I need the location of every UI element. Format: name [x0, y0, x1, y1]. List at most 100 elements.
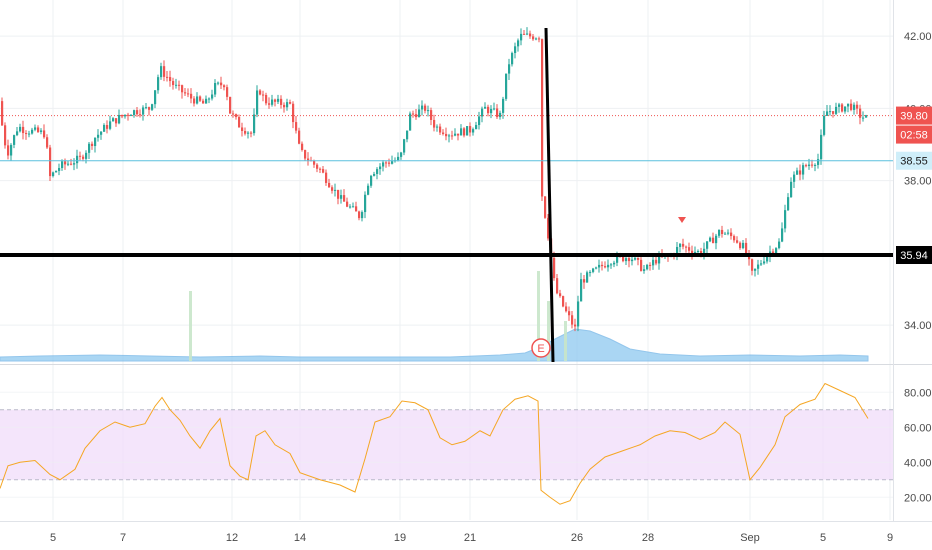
candle-body [685, 246, 688, 248]
volume-bar [189, 291, 192, 361]
candle-body [508, 64, 511, 74]
candle-body [190, 93, 193, 99]
candle-body [706, 241, 709, 249]
candle-body [811, 164, 814, 166]
cyan-level-tag: 38.55 [900, 156, 928, 168]
candle-body [865, 115, 868, 118]
candle-body [301, 143, 304, 151]
candle-body [541, 39, 544, 197]
candle-body [121, 114, 124, 117]
candle-body [112, 118, 115, 122]
candle-body [436, 126, 439, 128]
candle-body [325, 172, 328, 183]
candle-body [55, 170, 58, 173]
candle-body [535, 38, 538, 40]
candle-body [202, 100, 205, 104]
candle-body [676, 246, 679, 256]
candle-body [697, 251, 700, 253]
time-axis-tick: 28 [642, 532, 654, 544]
candle-body [235, 114, 238, 118]
candle-body [658, 255, 661, 264]
trend-line-drawing[interactable] [544, 27, 555, 363]
candle-body [166, 76, 169, 78]
candle-body [217, 82, 220, 84]
candle-body [457, 133, 460, 136]
candle-body [322, 169, 325, 173]
candle-body [463, 128, 466, 136]
candle-body [823, 115, 826, 135]
candle-body [421, 105, 424, 110]
candle-body [88, 143, 91, 153]
candle-body [7, 145, 10, 156]
last-price-tag: 39.80 [900, 111, 928, 123]
candle-body [820, 134, 823, 160]
candle-body [631, 259, 634, 262]
candle-body [652, 259, 655, 266]
candle-body [85, 152, 88, 159]
candle-body [403, 139, 406, 153]
candle-body [763, 261, 766, 264]
candle-body [196, 96, 199, 104]
candle-body [91, 143, 94, 147]
candle-body [844, 106, 847, 112]
candle-body [595, 267, 598, 269]
candle-body [568, 311, 571, 316]
candle-body [367, 185, 370, 195]
candle-body [241, 127, 244, 131]
candle-body [838, 104, 841, 107]
candle-body [364, 194, 367, 213]
candle-body [73, 163, 76, 165]
candle-body [580, 279, 583, 302]
candle-body [61, 161, 64, 169]
price-axis-tick: 34.00 [904, 320, 932, 332]
candle-body [841, 104, 844, 112]
candle-body [853, 104, 856, 110]
candle-body [109, 121, 112, 129]
candle-body [172, 81, 175, 86]
candle-body [751, 259, 754, 271]
countdown-tag: 02:58 [900, 130, 928, 142]
candle-body [514, 46, 517, 54]
candle-body [640, 259, 643, 271]
candle-body [637, 257, 640, 260]
candle-body [220, 82, 223, 86]
candle-body [268, 103, 271, 105]
candle-body [334, 189, 337, 191]
candle-body [58, 168, 61, 171]
price-axis-tick: 42.00 [904, 31, 932, 43]
candle-body [82, 156, 85, 159]
candle-body [40, 130, 43, 132]
candle-body [358, 211, 361, 219]
candle-body [412, 113, 415, 115]
candle-body [775, 248, 778, 254]
dividend-marker-icon[interactable] [678, 217, 686, 223]
candle-body [226, 87, 229, 97]
candle-body [115, 118, 118, 124]
candle-body [262, 94, 265, 96]
candle-body [802, 165, 805, 175]
candle-body [406, 130, 409, 140]
candle-body [307, 158, 310, 161]
candle-body [382, 162, 385, 167]
candle-body [520, 33, 523, 41]
candle-body [439, 126, 442, 133]
candle-body [46, 137, 49, 148]
candle-body [622, 255, 625, 262]
candle-body [730, 232, 733, 237]
earnings-marker[interactable] [531, 338, 551, 358]
candle-body [745, 242, 748, 254]
candle-body [295, 122, 298, 131]
candle-body [397, 156, 400, 161]
candle-body [862, 117, 865, 119]
candle-body [1, 101, 4, 126]
candle-body [754, 268, 757, 271]
candle-body [574, 324, 577, 327]
candle-body [271, 99, 274, 105]
candle-body [781, 228, 784, 242]
candle-body [214, 83, 217, 95]
time-axis-tick: 26 [571, 532, 583, 544]
candle-body [496, 108, 499, 118]
candle-body [589, 271, 592, 273]
candle-body [613, 262, 616, 265]
candle-body [124, 114, 127, 117]
